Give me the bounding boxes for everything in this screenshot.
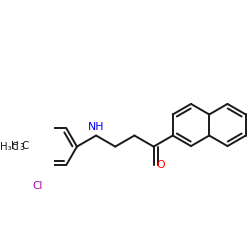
Text: Cl: Cl xyxy=(32,181,43,191)
Text: C: C xyxy=(21,141,29,151)
Text: NH: NH xyxy=(88,122,104,132)
Text: H: H xyxy=(12,141,19,151)
Text: 3: 3 xyxy=(19,143,24,152)
Text: O: O xyxy=(156,160,165,170)
Text: H₃C: H₃C xyxy=(0,142,18,152)
